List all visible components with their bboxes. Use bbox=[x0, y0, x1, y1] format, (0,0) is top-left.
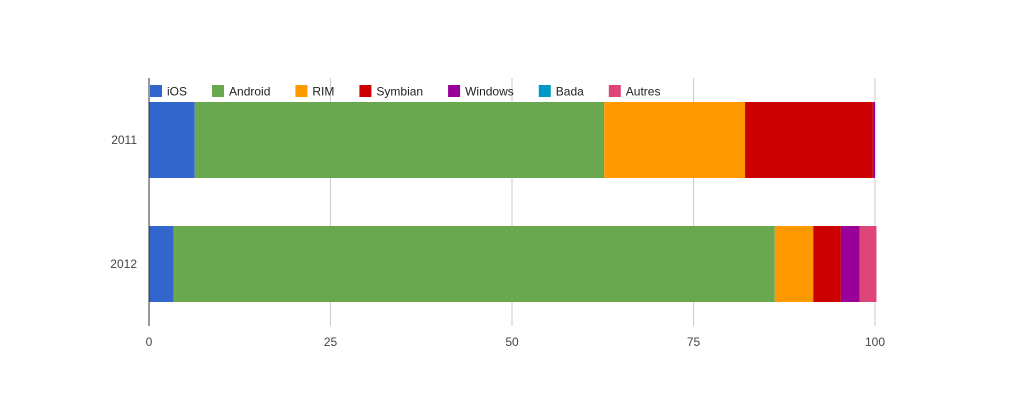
legend-label-bada: Bada bbox=[556, 85, 584, 99]
x-tick-label: 75 bbox=[687, 335, 701, 349]
y-category-label: 2011 bbox=[111, 133, 137, 147]
axes: 0 25 50 75 100 2011 2012 bbox=[110, 78, 885, 349]
x-tick-label: 25 bbox=[324, 335, 338, 349]
bar-ios-2011 bbox=[149, 102, 195, 178]
x-tick-label: 0 bbox=[146, 335, 153, 349]
bar-windows-2012 bbox=[840, 226, 860, 302]
legend-swatch-symbian bbox=[359, 85, 372, 97]
legend-label-rim: RIM bbox=[312, 85, 334, 99]
bar-rim-2011 bbox=[604, 102, 746, 178]
legend-swatch-ios bbox=[150, 85, 162, 97]
bar-rim-2012 bbox=[774, 226, 814, 302]
bar-symbian-2011 bbox=[745, 102, 873, 178]
legend-label-symbian: Symbian bbox=[376, 85, 423, 99]
legend-swatch-rim bbox=[295, 85, 308, 97]
legend: iOS Android RIM Symbian Windows Bada Autres bbox=[150, 85, 660, 99]
bar-android-2012 bbox=[173, 226, 775, 302]
bar-autres-2012 bbox=[859, 226, 877, 302]
legend-label-windows: Windows bbox=[465, 85, 514, 99]
legend-label-android: Android bbox=[229, 85, 270, 99]
legend-swatch-windows bbox=[448, 85, 461, 97]
bar-ios-2012 bbox=[149, 226, 174, 302]
bar-android-2011 bbox=[194, 102, 605, 178]
legend-label-autres: Autres bbox=[626, 85, 661, 99]
bars bbox=[149, 102, 877, 302]
x-tick-label: 100 bbox=[865, 335, 885, 349]
legend-label-ios: iOS bbox=[167, 85, 187, 99]
legend-swatch-bada bbox=[538, 85, 551, 97]
x-tick-label: 50 bbox=[505, 335, 519, 349]
bar-windows-2011 bbox=[872, 102, 875, 178]
legend-swatch-autres bbox=[608, 85, 621, 97]
bar-symbian-2012 bbox=[813, 226, 841, 302]
legend-swatch-android bbox=[212, 85, 225, 97]
y-category-label: 2012 bbox=[110, 257, 137, 271]
